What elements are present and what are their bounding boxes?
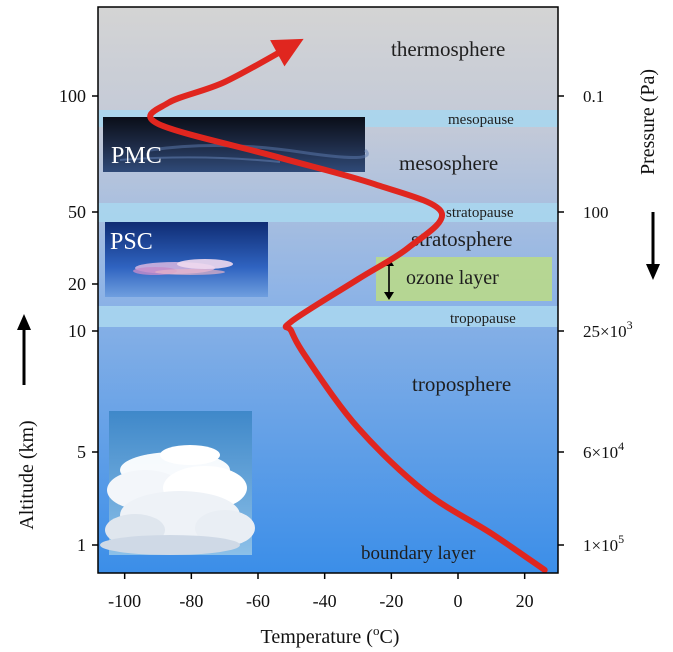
psc-label: PSC	[110, 229, 153, 255]
left-tick-label: 100	[59, 86, 86, 106]
stratopause-label: stratopause	[446, 205, 514, 221]
x-tick-label: -100	[108, 591, 141, 611]
temperature-profile-arrowhead	[270, 38, 304, 67]
x-tick-label: -80	[179, 591, 203, 611]
troposphere-label: troposphere	[412, 372, 511, 396]
left-tick-label: 1	[77, 535, 86, 555]
left-tick-label: 20	[68, 274, 86, 294]
psc-photo: PSC	[105, 222, 268, 297]
x-axis-title: Temperature (oC)	[261, 623, 400, 648]
x-tick-label: -20	[379, 591, 403, 611]
altitude-increase-arrow	[17, 314, 31, 385]
right-tick-label: 0.1	[583, 87, 604, 106]
right-tick-label: 100	[583, 203, 609, 222]
mesosphere-label: mesosphere	[399, 151, 498, 175]
left-tick-label: 50	[68, 202, 86, 222]
temperature-profile-curve	[147, 42, 548, 573]
boundary-layer-label: boundary layer	[361, 543, 476, 564]
ozone-layer-box	[376, 257, 552, 301]
right-axis-ticks: 0.1 100 25×103 6×104 1×105	[558, 87, 633, 555]
mesopause-label: mesopause	[448, 112, 514, 128]
right-tick-label: 25×103	[583, 318, 633, 341]
x-tick-label: 0	[454, 591, 463, 611]
right-tick-label: 1×105	[583, 532, 624, 555]
left-tick-label: 10	[68, 321, 86, 341]
x-tick-label: 20	[516, 591, 534, 611]
x-tick-label: -60	[246, 591, 270, 611]
plot-frame	[97, 6, 559, 574]
tropopause-label: tropopause	[450, 311, 516, 327]
right-tick-label: 6×104	[583, 439, 624, 462]
pmc-label: PMC	[111, 143, 162, 169]
cumulus-cloud-photo	[100, 411, 255, 555]
tropopause-band	[98, 306, 558, 327]
x-axis-ticks: -100 -80 -60 -40 -20 0 20	[108, 573, 534, 611]
x-tick-label: -40	[313, 591, 337, 611]
left-axis-title: Altitude (km)	[16, 420, 38, 529]
pressure-increase-arrow	[646, 212, 660, 280]
left-axis-ticks: 1 5 10 20 50 100	[59, 86, 98, 555]
ozone-layer-label: ozone layer	[406, 267, 499, 289]
left-tick-label: 5	[77, 442, 86, 462]
right-axis-title: Pressure (Pa)	[637, 69, 659, 175]
thermosphere-label: thermosphere	[391, 37, 505, 61]
